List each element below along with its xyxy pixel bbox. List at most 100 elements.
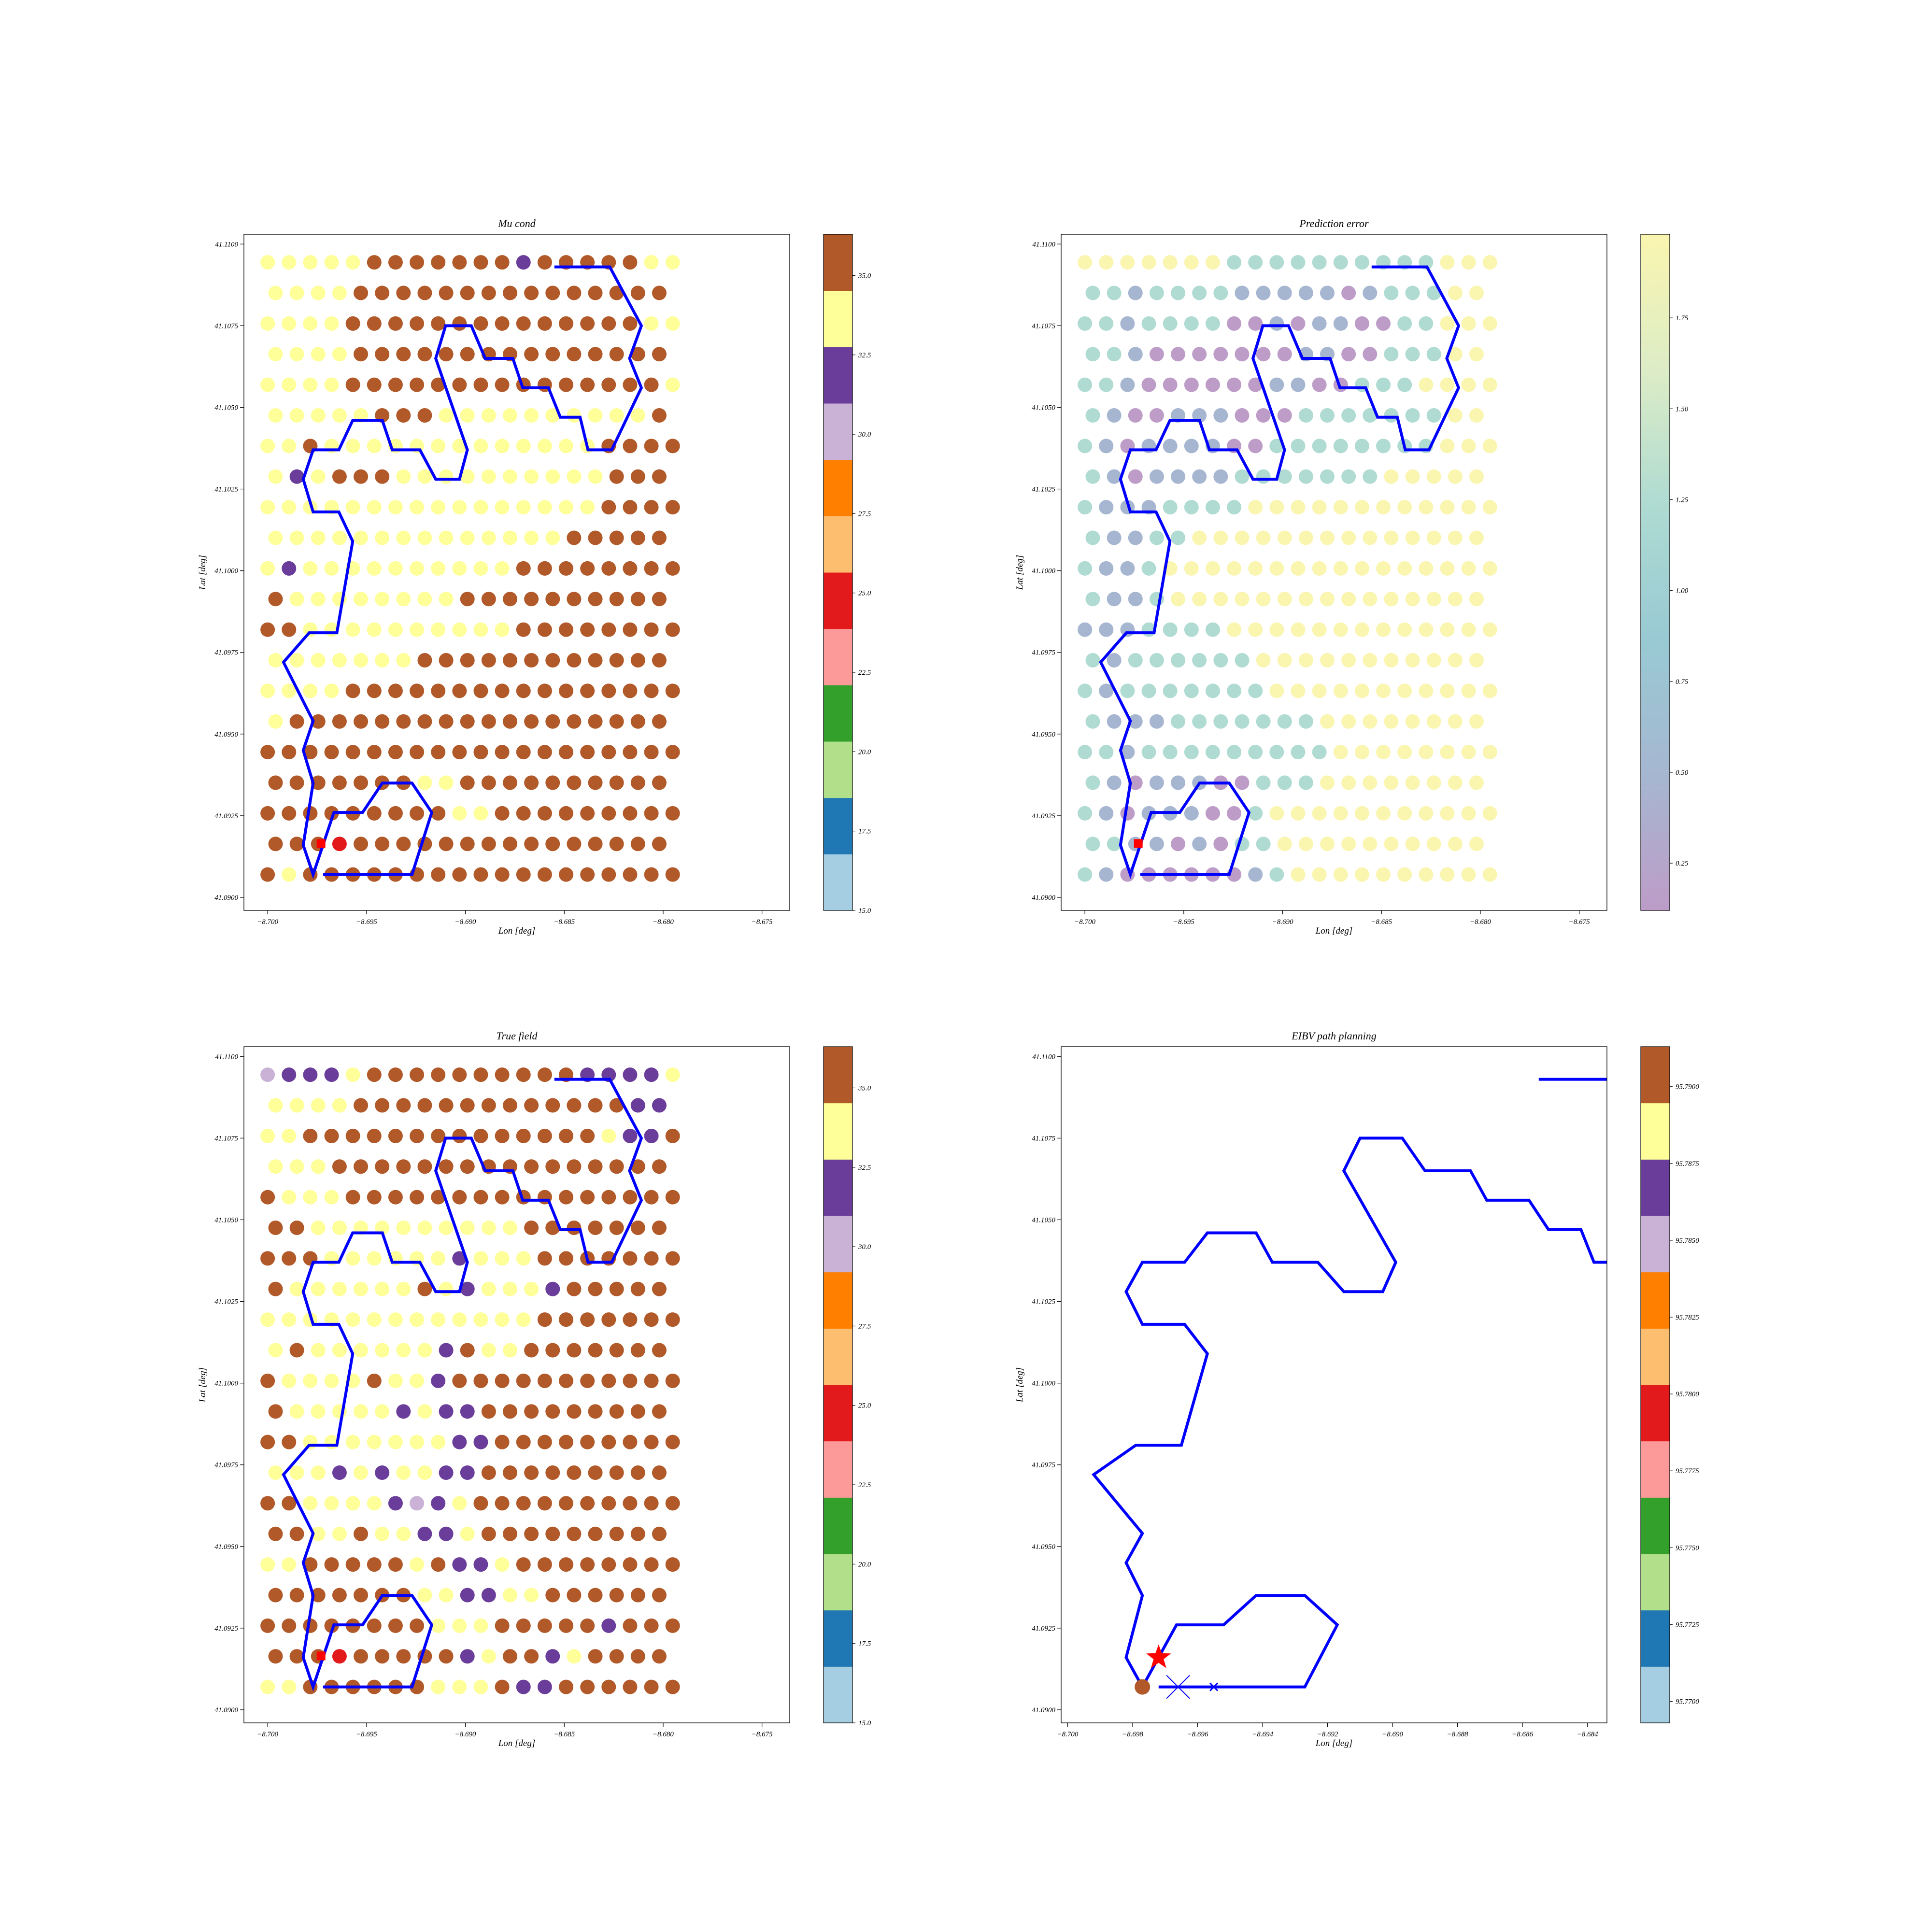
data-point (396, 530, 411, 545)
data-point (303, 622, 318, 637)
data-point (324, 1557, 339, 1572)
data-point (452, 683, 467, 698)
data-point (630, 837, 645, 852)
y-tick-label: 41.0950 (1032, 731, 1055, 739)
data-point (1320, 285, 1335, 300)
data-point (332, 1343, 347, 1358)
data-point (1149, 837, 1164, 852)
data-point (375, 1465, 390, 1480)
data-point (1354, 867, 1369, 882)
data-point (289, 469, 304, 484)
data-point (1333, 500, 1348, 515)
data-point (588, 1465, 603, 1480)
data-point (1227, 745, 1242, 760)
data-point (588, 1159, 603, 1174)
data-point (567, 1526, 582, 1541)
data-point (345, 1190, 360, 1205)
data-point (1205, 806, 1220, 821)
data-point (609, 1649, 624, 1664)
data-point (410, 1190, 425, 1205)
data-point (332, 285, 347, 300)
data-point (588, 837, 603, 852)
panel-eibv-title: EIBV path planning (1291, 1030, 1377, 1042)
data-point (431, 806, 446, 821)
data-point (588, 653, 603, 668)
data-point (260, 1679, 275, 1694)
colorbar-frame (823, 234, 853, 911)
data-point (1312, 316, 1327, 331)
data-point (1469, 347, 1484, 362)
data-point (1363, 653, 1378, 668)
data-point (410, 745, 425, 760)
data-point (495, 377, 510, 392)
data-point (623, 561, 638, 576)
data-point (289, 1221, 304, 1236)
data-point (502, 408, 517, 423)
data-point (537, 500, 552, 515)
data-point (1384, 653, 1399, 668)
data-point (1184, 622, 1199, 637)
data-point (303, 1435, 318, 1449)
data-point (332, 1221, 347, 1236)
data-point (1163, 316, 1178, 331)
data-point (567, 837, 582, 852)
data-point (1099, 561, 1114, 576)
data-point (1397, 806, 1412, 821)
data-point (375, 1159, 390, 1174)
data-point (1341, 714, 1356, 729)
data-point (1128, 714, 1143, 729)
x-tick-label: −8.675 (752, 918, 773, 926)
data-point (289, 347, 304, 362)
data-point (1397, 316, 1412, 331)
colorbar-tick-label: 95.7875 (1676, 1160, 1699, 1168)
data-point (375, 1404, 390, 1419)
data-point (1149, 408, 1164, 423)
panel-prediction-error: Prediction error Lon [deg] Lat [deg] −8.… (1015, 217, 1689, 936)
data-point (431, 1251, 446, 1266)
data-point (1448, 408, 1463, 423)
data-point (1192, 592, 1207, 607)
data-point (502, 1404, 517, 1419)
data-point (345, 1067, 360, 1082)
data-point (1192, 469, 1207, 484)
colorbar-tick-label: 32.5 (858, 1164, 871, 1172)
data-point (452, 867, 467, 882)
data-point (367, 745, 382, 760)
data-point (1320, 775, 1335, 790)
data-point (1248, 439, 1263, 454)
data-point (354, 714, 369, 729)
y-tick-label: 41.0975 (1032, 1462, 1055, 1469)
data-point (417, 1526, 432, 1541)
colorbar-tick-label: 20.0 (858, 748, 871, 756)
current-location-marker (1134, 839, 1143, 848)
data-point (537, 1618, 552, 1633)
data-point (303, 1496, 318, 1511)
data-point (1469, 653, 1484, 668)
data-point (460, 469, 475, 484)
data-point (388, 1557, 403, 1572)
data-point (289, 1404, 304, 1419)
data-point (1235, 592, 1250, 607)
data-point (1107, 408, 1122, 423)
data-point (473, 1435, 488, 1449)
data-point (396, 347, 411, 362)
data-point (537, 745, 552, 760)
data-point (567, 530, 582, 545)
data-point (332, 837, 347, 852)
data-point (452, 1190, 467, 1205)
data-point (601, 500, 616, 515)
colorbar-segment (824, 741, 852, 798)
data-point (388, 561, 403, 576)
data-point (452, 1435, 467, 1449)
data-point (1277, 714, 1292, 729)
data-point (473, 1373, 488, 1388)
data-point (1384, 408, 1399, 423)
data-point (1120, 745, 1135, 760)
data-point (268, 1526, 283, 1541)
data-point (439, 837, 454, 852)
data-point (289, 592, 304, 607)
data-point (1085, 285, 1100, 300)
data-point (537, 683, 552, 698)
colorbar-segment (1641, 1610, 1670, 1667)
data-point (623, 1067, 638, 1082)
